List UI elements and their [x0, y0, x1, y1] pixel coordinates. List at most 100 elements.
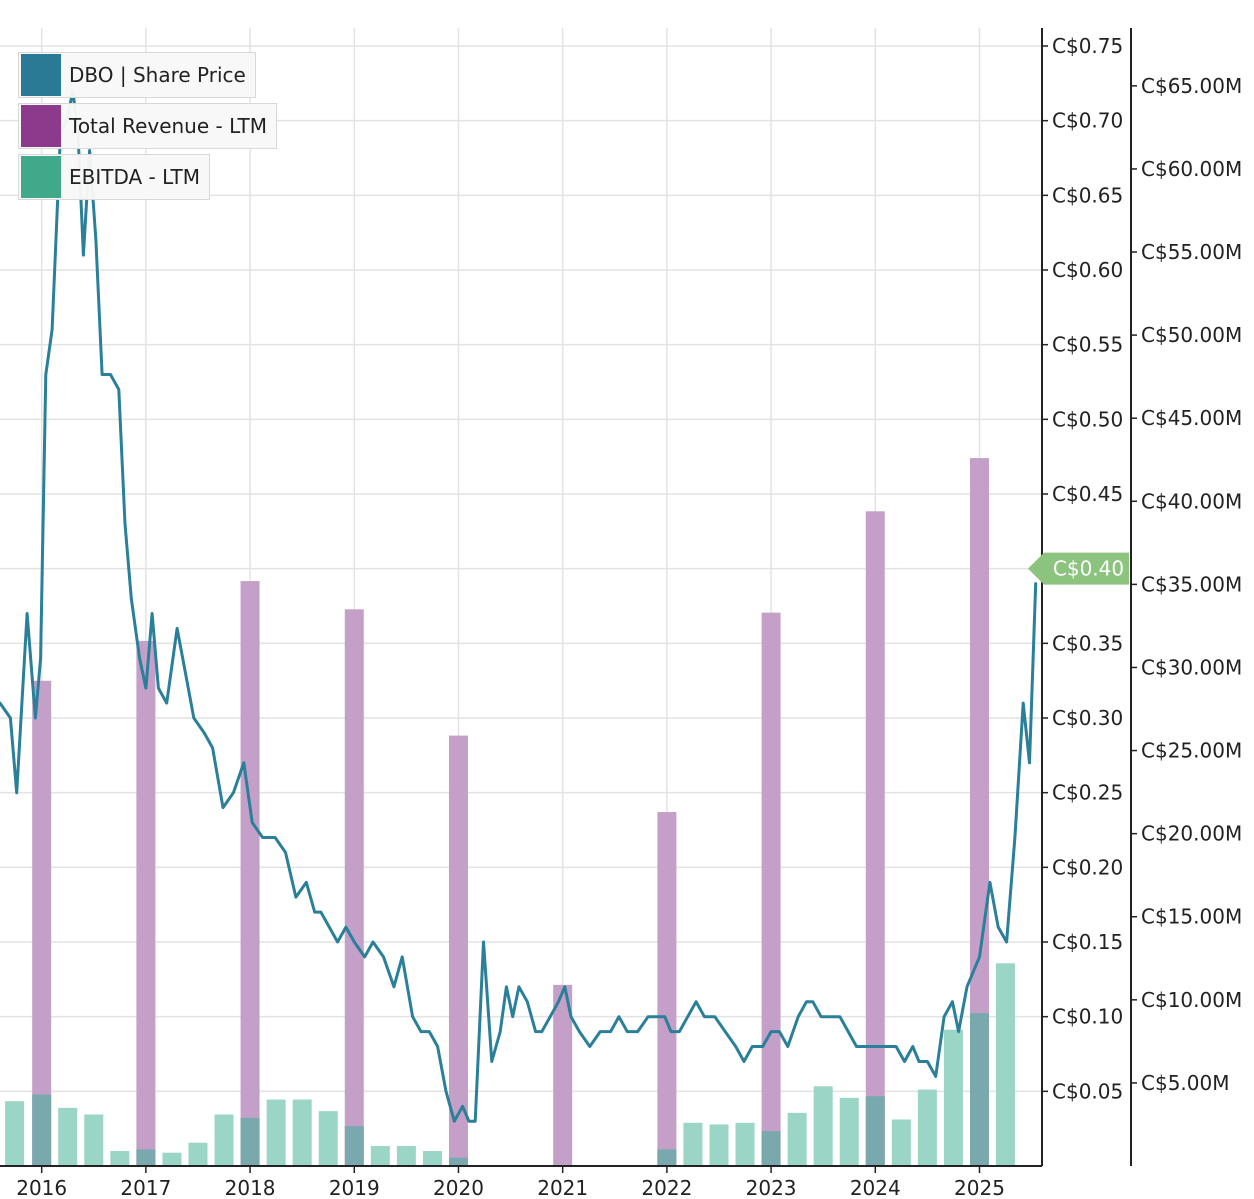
ebitda-bar-14 [370, 1146, 390, 1166]
price-tick-label-5: C$0.30 [1052, 706, 1123, 730]
revenue-tick-label-3: C$20.00M [1141, 822, 1242, 846]
ebitda-bar-13 [344, 1126, 364, 1166]
ebitda-bar-6 [162, 1152, 182, 1166]
legend-swatch-ebitda [21, 156, 61, 198]
year-tick-label-2021: 2021 [537, 1176, 588, 1199]
ebitda-bar-37 [969, 1013, 989, 1166]
ebitda-bar-30 [787, 1112, 807, 1166]
legend-label-ebitda: EBITDA - LTM [69, 165, 200, 189]
ebitda-bar-9 [240, 1117, 260, 1166]
revenue-bar-0 [32, 680, 52, 1166]
year-tick-label-2016: 2016 [16, 1176, 67, 1199]
current-price-badge-group: C$0.40 [1028, 552, 1129, 585]
price-tick-label-8: C$0.45 [1052, 482, 1123, 506]
ebitda-bar-33 [865, 1096, 885, 1166]
ebitda-bar-12 [318, 1111, 338, 1166]
share-price-line [0, 89, 1038, 1123]
revenue-tick-label-12: C$65.00M [1141, 74, 1242, 98]
legend-item-share-price[interactable]: DBO | Share Price [18, 52, 256, 98]
revenue-bar-6 [657, 812, 677, 1166]
revenue-bar-1 [136, 640, 156, 1166]
axes [0, 28, 1132, 1167]
left-axis-ticks: C$0.05 C$0.10 C$0.15 C$0.20 C$0.25 C$0.30 C$0.… [1042, 34, 1123, 1103]
price-tick-label-14: C$0.75 [1052, 34, 1123, 58]
revenue-bar-7 [761, 612, 781, 1166]
ebitda-bar-17 [448, 1157, 468, 1166]
year-tick-label-2020: 2020 [433, 1176, 484, 1199]
overlap-bars [32, 1013, 989, 1166]
legend-item-total-revenue[interactable]: Total Revenue - LTM [18, 103, 277, 149]
ebitda-bar-36 [943, 1029, 963, 1166]
ebitda-bar-11 [292, 1099, 312, 1166]
price-tick-label-12: C$0.65 [1052, 183, 1123, 207]
revenue-tick-label-2: C$15.00M [1141, 905, 1242, 929]
revenue-tick-label-4: C$25.00M [1141, 739, 1242, 763]
revenue-tick-label-8: C$45.00M [1141, 406, 1242, 430]
ebitda-bar-28 [735, 1122, 755, 1166]
ebitda-bar-1 [32, 1094, 52, 1166]
price-tick-label-4: C$0.25 [1052, 781, 1123, 805]
ebitda-bar-31 [813, 1086, 833, 1166]
revenue-bar-8 [865, 511, 885, 1166]
ebitda-bar-0 [5, 1101, 25, 1166]
current-price-badge-label: C$0.40 [1053, 557, 1124, 581]
price-tick-label-1: C$0.10 [1052, 1005, 1123, 1029]
x-axis-ticks: 2016 2017 2018 2019 2020 2021 2022 2023 2024 2025 [16, 1166, 1005, 1199]
ebitda-bar-35 [917, 1089, 937, 1166]
ebitda-bar-3 [84, 1114, 104, 1166]
revenue-tick-label-1: C$10.00M [1141, 988, 1242, 1012]
revenue-bars [32, 458, 989, 1166]
year-tick-label-2019: 2019 [329, 1176, 380, 1199]
revenue-tick-label-11: C$60.00M [1141, 157, 1242, 181]
revenue-bar-4 [448, 735, 468, 1166]
ebitda-bar-16 [422, 1151, 442, 1166]
revenue-tick-label-5: C$30.00M [1141, 655, 1242, 679]
ebitda-bar-10 [266, 1099, 286, 1166]
ebitda-bar-27 [709, 1124, 729, 1166]
chart-legend: DBO | Share Price Total Revenue - LTM EB… [18, 52, 277, 205]
revenue-tick-label-7: C$40.00M [1141, 489, 1242, 513]
year-tick-label-2018: 2018 [225, 1176, 276, 1199]
revenue-tick-label-6: C$35.00M [1141, 572, 1242, 596]
ebitda-bar-5 [136, 1149, 156, 1166]
ebitda-bar-2 [58, 1107, 78, 1166]
legend-label-share-price: DBO | Share Price [69, 63, 246, 87]
ebitda-bar-8 [214, 1114, 234, 1166]
price-tick-label-11: C$0.60 [1052, 258, 1123, 282]
revenue-bar-2 [240, 581, 260, 1166]
year-tick-label-2025: 2025 [954, 1176, 1005, 1199]
revenue-bar-9 [969, 458, 989, 1166]
ebitda-bar-32 [839, 1097, 859, 1166]
year-tick-label-2024: 2024 [850, 1176, 901, 1199]
price-tick-label-0: C$0.05 [1052, 1079, 1123, 1103]
revenue-bar-3 [344, 609, 364, 1166]
ebitda-bar-34 [891, 1119, 911, 1166]
current-price-badge [1028, 552, 1129, 585]
legend-label-total-revenue: Total Revenue - LTM [69, 114, 267, 138]
price-tick-label-9: C$0.50 [1052, 407, 1123, 431]
ebitda-bar-29 [761, 1131, 781, 1166]
price-tick-label-6: C$0.35 [1052, 631, 1123, 655]
price-line-group [0, 89, 1038, 1123]
ebitda-bar-7 [188, 1142, 208, 1166]
ebitda-bar-15 [396, 1146, 416, 1166]
ebitda-bar-25 [657, 1149, 677, 1166]
year-tick-label-2023: 2023 [746, 1176, 797, 1199]
price-tick-label-13: C$0.70 [1052, 109, 1123, 133]
legend-swatch-share-price [21, 54, 61, 96]
year-tick-label-2017: 2017 [120, 1176, 171, 1199]
price-tick-label-2: C$0.15 [1052, 930, 1123, 954]
revenue-tick-label-0: C$5.00M [1141, 1071, 1229, 1095]
revenue-bar-5 [553, 984, 573, 1166]
price-tick-label-10: C$0.55 [1052, 333, 1123, 357]
legend-item-ebitda[interactable]: EBITDA - LTM [18, 154, 210, 200]
ebitda-bars [5, 963, 1016, 1166]
ebitda-bar-38 [996, 963, 1016, 1166]
revenue-tick-label-10: C$55.00M [1141, 240, 1242, 264]
revenue-tick-label-9: C$50.00M [1141, 323, 1242, 347]
legend-swatch-total-revenue [21, 105, 61, 147]
ebitda-bar-26 [683, 1122, 703, 1166]
ebitda-bar-4 [110, 1151, 130, 1166]
year-tick-label-2022: 2022 [641, 1176, 692, 1199]
